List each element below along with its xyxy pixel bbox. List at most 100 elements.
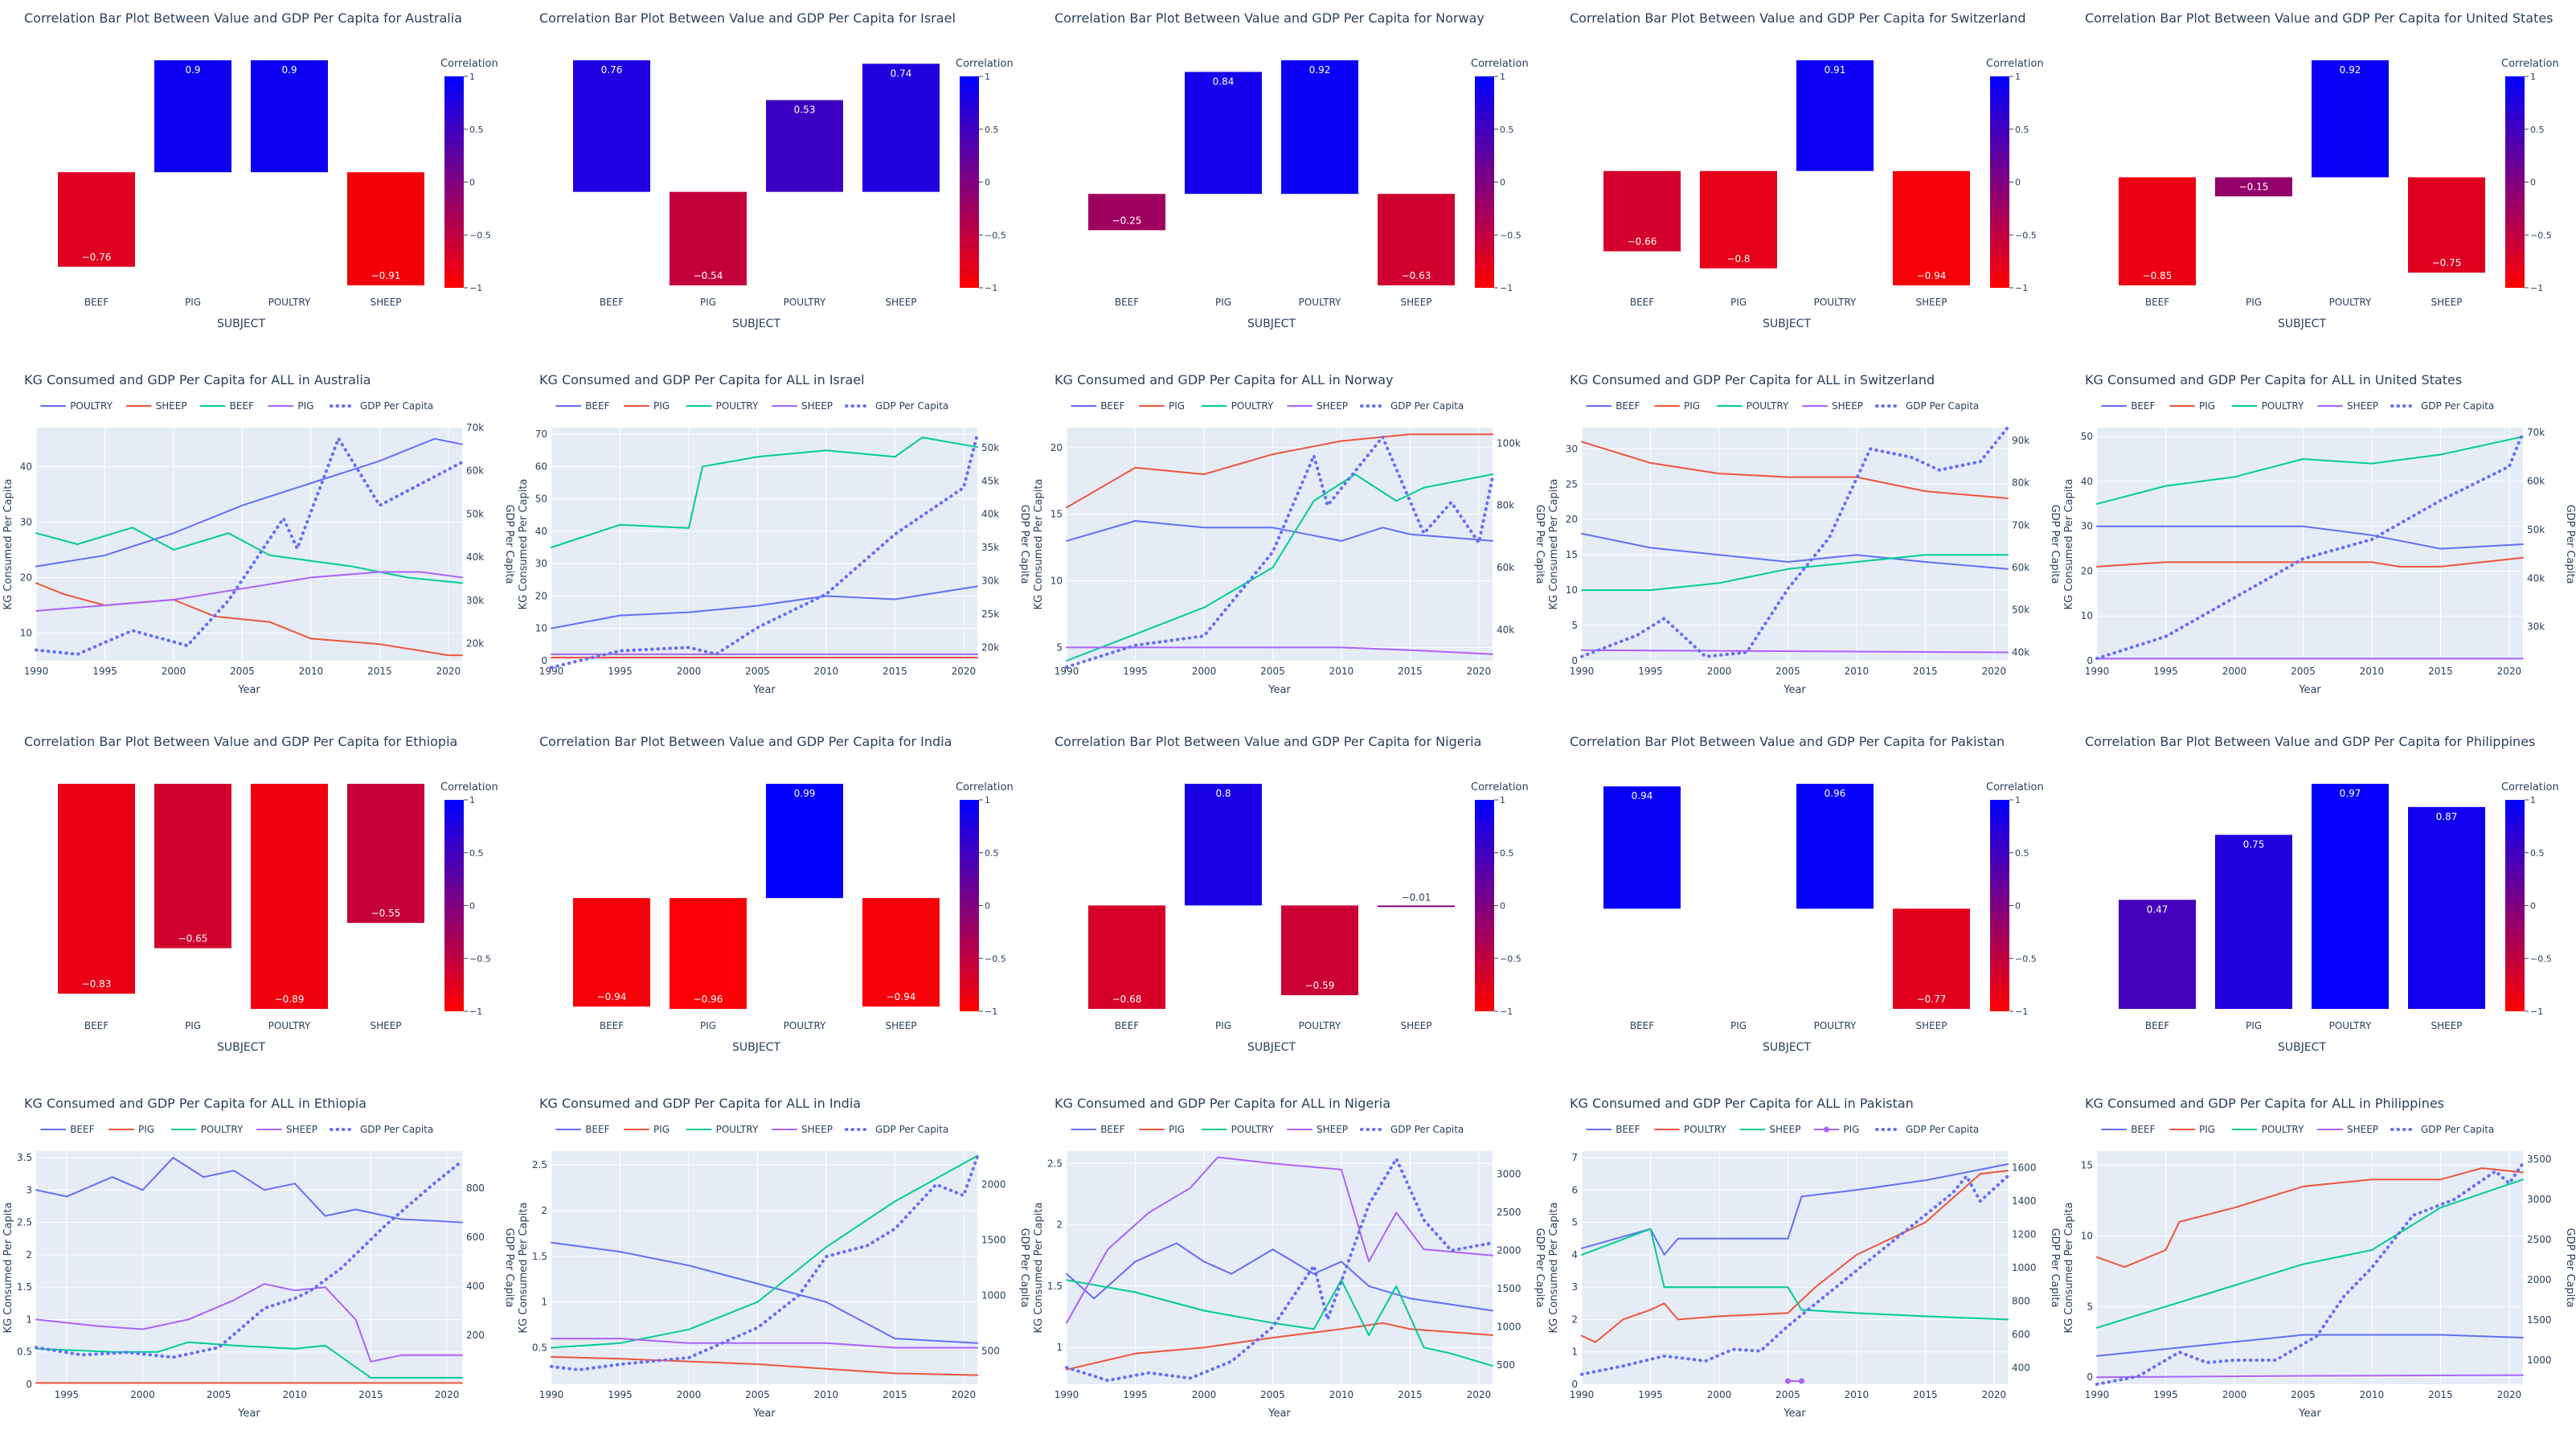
x-tick-label: 2010 bbox=[2360, 1389, 2385, 1400]
series-line-gdp-per-capita bbox=[550, 1154, 979, 1371]
bar-poultry bbox=[1281, 60, 1358, 195]
x-tick-label: 2010 bbox=[1329, 666, 1354, 677]
chart-svg: KG Consumed and GDP Per Capita for ALL i… bbox=[1033, 372, 1546, 696]
y-tick-label: 1 bbox=[1571, 1347, 1578, 1358]
y-axis-title: KG Consumed Per Capita bbox=[2063, 479, 2075, 610]
y-tick-label: 40 bbox=[2081, 476, 2093, 487]
y2-tick-label: 800 bbox=[2012, 1295, 2030, 1306]
colorbar-tick-label: 1 bbox=[1500, 795, 1505, 805]
x-tick-label: 1990 bbox=[1570, 1389, 1595, 1400]
y2-tick-label: 1500 bbox=[981, 1234, 1006, 1245]
x-tick-label: 2000 bbox=[1192, 666, 1217, 677]
series-line-gdp-per-capita bbox=[550, 432, 979, 670]
legend-label: BEEF bbox=[1100, 400, 1124, 412]
bar-value-label: 0.92 bbox=[1309, 64, 1331, 76]
legend-label: BEEF bbox=[585, 400, 609, 412]
legend-label: BEEF bbox=[1100, 1124, 1124, 1135]
legend-label: POULTRY bbox=[70, 400, 113, 412]
bar-value-label: −0.59 bbox=[1305, 980, 1335, 991]
bar-value-label: −0.76 bbox=[82, 252, 112, 263]
x-tick-label: 2000 bbox=[677, 666, 702, 677]
chart-title: Correlation Bar Plot Between Value and G… bbox=[1055, 10, 1485, 26]
y2-tick-label: 600 bbox=[466, 1232, 485, 1243]
y-tick-label: 50 bbox=[2081, 431, 2093, 442]
y2-tick-label: 60k bbox=[1497, 562, 1514, 573]
chart-title: KG Consumed and GDP Per Capita for ALL i… bbox=[539, 372, 865, 387]
y-tick-label: 30 bbox=[20, 516, 32, 527]
legend-label: PIG bbox=[2199, 1124, 2215, 1135]
legend-label: GDP Per Capita bbox=[875, 1124, 948, 1135]
x-tick-label: 2015 bbox=[358, 1389, 383, 1400]
chart-title: Correlation Bar Plot Between Value and G… bbox=[1570, 734, 2005, 749]
y2-axis-title: GDP Per Capita bbox=[503, 1228, 515, 1308]
legend-label: POULTRY bbox=[1747, 400, 1789, 412]
plot-area bbox=[551, 1151, 977, 1384]
series-line-beef bbox=[551, 585, 978, 629]
consumption-gdp-line-chart: KG Consumed and GDP Per Capita for ALL i… bbox=[2061, 1085, 2576, 1447]
series-line-gdp-per-capita bbox=[35, 437, 464, 656]
y-tick-label: 0 bbox=[541, 655, 547, 666]
chart-svg: KG Consumed and GDP Per Capita for ALL i… bbox=[1033, 1096, 1546, 1420]
colorbar bbox=[444, 800, 464, 1011]
y2-tick-label: 60k bbox=[2527, 475, 2545, 486]
x-axis-title: SUBJECT bbox=[1247, 1041, 1296, 1054]
x-tick-label: SHEEP bbox=[1400, 1020, 1431, 1031]
x-tick-label: SHEEP bbox=[370, 1020, 401, 1031]
legend-label: GDP Per Capita bbox=[1390, 1124, 1464, 1135]
y-tick-label: 0 bbox=[1571, 1379, 1578, 1390]
x-axis-title: Year bbox=[2298, 1408, 2321, 1420]
x-tick-label: PIG bbox=[1730, 1020, 1747, 1031]
x-tick-label: 2005 bbox=[745, 1389, 770, 1400]
x-tick-label: PIG bbox=[700, 1020, 716, 1031]
bar-beef bbox=[573, 898, 650, 1007]
plot-area bbox=[2097, 428, 2523, 661]
bar-beef bbox=[1088, 905, 1165, 1009]
colorbar-tick-label: −0.5 bbox=[2015, 230, 2037, 240]
chart-title: KG Consumed and GDP Per Capita for ALL i… bbox=[24, 1096, 367, 1111]
bar-value-label: 0.75 bbox=[2243, 839, 2265, 851]
colorbar-tick-label: −1 bbox=[469, 283, 482, 293]
bar-poultry bbox=[1281, 905, 1358, 995]
chart-svg: Correlation Bar Plot Between Value and G… bbox=[2085, 10, 2559, 330]
bar-value-label: −0.66 bbox=[1628, 236, 1657, 248]
x-tick-label: 2020 bbox=[1982, 666, 2007, 677]
x-tick-label: PIG bbox=[1215, 297, 1231, 308]
bar-value-label: −0.83 bbox=[82, 978, 112, 990]
bar-pig bbox=[670, 191, 747, 285]
x-axis-title: Year bbox=[237, 684, 260, 696]
y2-tick-label: 40k bbox=[2012, 646, 2029, 658]
y-tick-label: 2 bbox=[26, 1249, 32, 1260]
chart-svg: KG Consumed and GDP Per Capita for ALL i… bbox=[518, 1096, 1030, 1420]
colorbar-tick-label: 1 bbox=[985, 72, 990, 82]
x-tick-label: 1990 bbox=[539, 666, 564, 677]
x-tick-label: 1990 bbox=[2085, 666, 2110, 677]
colorbar-title: Correlation bbox=[1471, 58, 1529, 70]
bar-value-label: 0.9 bbox=[185, 64, 200, 76]
x-tick-label: SHEEP bbox=[1400, 297, 1431, 308]
colorbar bbox=[1990, 800, 2009, 1011]
y2-tick-label: 70k bbox=[2527, 427, 2545, 438]
y-tick-label: 20 bbox=[1050, 442, 1063, 453]
series-line-poultry bbox=[2096, 1179, 2524, 1329]
y2-tick-label: 3500 bbox=[2527, 1154, 2552, 1165]
chart-svg: Correlation Bar Plot Between Value and G… bbox=[1055, 734, 1529, 1054]
y-tick-label: 5 bbox=[1056, 642, 1063, 653]
y-tick-label: 40 bbox=[535, 526, 547, 537]
y-tick-label: 60 bbox=[535, 461, 547, 472]
chart-title: KG Consumed and GDP Per Capita for ALL i… bbox=[2085, 372, 2462, 387]
colorbar-tick-label: −0.5 bbox=[2015, 953, 2037, 964]
chart-svg: KG Consumed and GDP Per Capita for ALL i… bbox=[2, 372, 515, 696]
bar-value-label: −0.77 bbox=[1917, 994, 1947, 1005]
y2-axis-title: GDP Per Capita bbox=[2049, 505, 2061, 584]
bar-sheep bbox=[1893, 170, 1970, 285]
series-line-poultry bbox=[1581, 1170, 2009, 1343]
x-tick-label: POULTRY bbox=[784, 1020, 826, 1031]
bar-value-label: −0.63 bbox=[1402, 270, 1431, 281]
bar-pig bbox=[2215, 177, 2292, 197]
plot-area bbox=[36, 1151, 462, 1384]
chart-title: Correlation Bar Plot Between Value and G… bbox=[539, 10, 956, 26]
x-tick-label: 2005 bbox=[1260, 1389, 1285, 1400]
colorbar-title: Correlation bbox=[2501, 58, 2559, 70]
x-tick-label: POULTRY bbox=[268, 1020, 311, 1031]
x-tick-label: 1995 bbox=[608, 1389, 633, 1400]
